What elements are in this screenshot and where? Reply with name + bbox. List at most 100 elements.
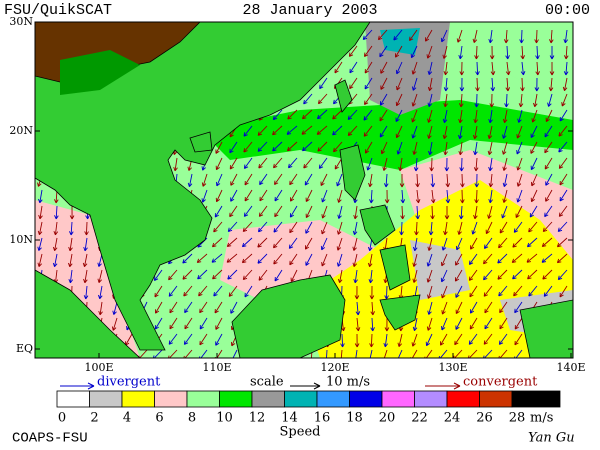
wind-arrow xyxy=(336,221,343,235)
wind-arrow xyxy=(457,125,463,140)
wind-arrow xyxy=(215,317,223,330)
lon-label: 120E xyxy=(320,361,349,374)
wind-arrow xyxy=(541,237,553,248)
wind-arrow xyxy=(530,141,538,154)
wind-arrow xyxy=(379,125,388,138)
wind-arrow xyxy=(472,125,478,140)
wind-arrow xyxy=(274,189,283,202)
wind-arrow xyxy=(400,189,406,204)
wind-arrow xyxy=(274,205,283,218)
wind-arrow xyxy=(112,301,118,315)
wind-arrow xyxy=(558,205,568,217)
wind-arrow xyxy=(226,237,238,248)
wind-arrow xyxy=(541,253,553,263)
wind-arrow xyxy=(37,253,43,267)
wind-arrow xyxy=(274,269,283,282)
wind-arrow xyxy=(455,301,463,315)
wind-arrow xyxy=(454,269,463,282)
wind-arrow xyxy=(498,333,508,345)
wind-arrow xyxy=(488,189,493,204)
wind-arrow xyxy=(228,285,238,297)
wind-arrow xyxy=(289,205,298,218)
header-date: 28 January 2003 xyxy=(242,2,377,19)
wind-arrow xyxy=(412,253,418,267)
wind-arrow xyxy=(349,61,358,74)
wind-arrow xyxy=(316,125,328,135)
wind-arrow xyxy=(230,301,238,314)
wind-arrow xyxy=(544,157,553,170)
wind-arrow xyxy=(485,221,493,235)
wind-arrow xyxy=(183,333,193,345)
wind-arrow xyxy=(243,125,253,137)
wind-arrow xyxy=(229,205,238,218)
wind-arrow xyxy=(487,125,493,139)
colorbar-segment xyxy=(121,390,155,408)
wind-arrow xyxy=(549,45,555,60)
wind-arrow xyxy=(520,77,525,92)
wind-arrow xyxy=(426,253,433,267)
wind-arrow xyxy=(379,45,388,58)
wind-arrow xyxy=(527,269,538,280)
wind-arrow xyxy=(257,141,268,152)
colorbar-tick-label: 22 xyxy=(411,411,428,426)
wind-arrow xyxy=(304,237,313,250)
wind-arrow xyxy=(458,205,464,220)
wind-arrow xyxy=(98,301,103,316)
wind-arrow xyxy=(37,237,43,251)
wind-arrow xyxy=(272,109,283,121)
wind-arrow xyxy=(456,29,463,43)
wind-arrow xyxy=(216,173,223,187)
wind-arrow xyxy=(287,109,298,120)
wind-arrow xyxy=(426,317,433,331)
wind-arrow xyxy=(490,77,496,92)
wind-arrow xyxy=(355,349,358,358)
wind-arrow xyxy=(384,317,390,332)
wind-arrow xyxy=(364,77,373,90)
lon-label: 140E xyxy=(556,361,585,374)
wind-arrow xyxy=(258,269,268,281)
wind-arrow xyxy=(173,157,178,172)
wind-arrow xyxy=(559,173,568,186)
wind-arrow xyxy=(334,61,343,74)
wind-arrow xyxy=(457,221,463,235)
wind-arrow xyxy=(215,141,223,154)
wind-arrow xyxy=(274,173,283,186)
wind-arrow xyxy=(364,61,373,74)
wind-arrow xyxy=(352,237,358,251)
wind-arrow xyxy=(199,349,208,358)
wind-arrow xyxy=(430,205,435,220)
colorbar-tick-label: 26 xyxy=(476,411,493,426)
wind-arrow xyxy=(443,93,448,108)
wind-arrow xyxy=(490,61,496,76)
wind-arrow xyxy=(557,221,568,232)
wind-arrow xyxy=(154,285,163,298)
wind-arrow xyxy=(226,253,238,263)
wind-arrow xyxy=(302,141,313,152)
colorbar-segment xyxy=(251,390,285,408)
wind-arrow xyxy=(530,125,538,138)
wind-arrow xyxy=(471,221,478,235)
wind-arrow xyxy=(368,269,374,284)
wind-arrow xyxy=(503,29,509,44)
wind-arrow xyxy=(517,109,523,123)
wind-arrow xyxy=(333,141,343,153)
wind-arrow xyxy=(304,173,313,186)
wind-arrow xyxy=(545,109,553,123)
wind-arrow xyxy=(364,93,373,105)
wind-arrow xyxy=(427,77,433,92)
wind-arrow xyxy=(383,333,388,348)
wind-arrow xyxy=(442,109,448,124)
wind-arrow xyxy=(257,125,268,136)
wind-arrow xyxy=(488,29,493,44)
wind-arrow xyxy=(397,333,403,347)
wind-arrow xyxy=(198,285,208,297)
wind-arrow xyxy=(215,189,223,203)
wind-arrow xyxy=(184,317,193,330)
wind-arrow xyxy=(558,141,568,153)
wind-arrow xyxy=(488,157,493,172)
colorbar-tick-label: 4 xyxy=(123,411,131,426)
wind-arrow xyxy=(398,157,403,172)
wind-arrow xyxy=(543,285,553,297)
wind-arrow xyxy=(474,189,479,204)
wind-arrow xyxy=(289,173,298,186)
